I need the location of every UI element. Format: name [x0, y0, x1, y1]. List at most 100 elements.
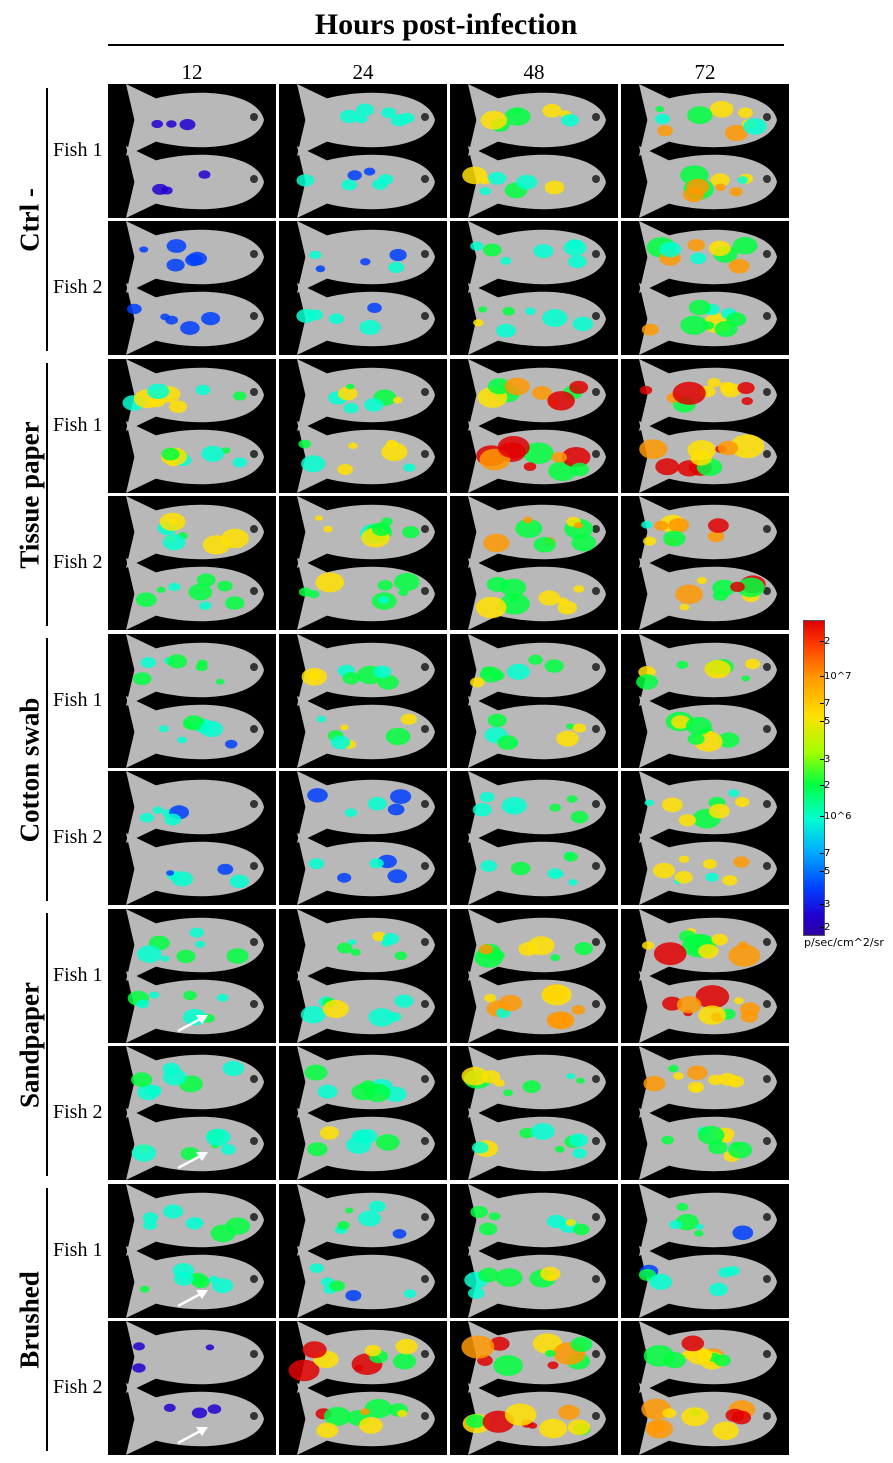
fish-silhouette: [639, 909, 777, 981]
luminescence-spot: [719, 381, 735, 393]
luminescence-spot: [364, 1083, 391, 1103]
fish-body: [126, 146, 264, 218]
fish-silhouette: [297, 84, 435, 156]
luminescence-spot: [572, 316, 594, 332]
luminescence-spot: [139, 1285, 150, 1293]
fish-eye: [592, 725, 600, 733]
fish-eye: [592, 1213, 600, 1221]
fish-eye: [421, 1213, 429, 1221]
image-panel: [621, 771, 789, 905]
fish-silhouette: [297, 1246, 435, 1318]
luminescence-spot: [472, 803, 492, 817]
luminescence-spot: [728, 1141, 753, 1159]
luminescence-spot: [288, 1359, 320, 1382]
luminescence-spot: [531, 1123, 555, 1140]
fish-eye: [763, 862, 771, 870]
luminescence-spot: [343, 403, 359, 414]
luminescence-spot: [191, 1407, 208, 1419]
fish-eye: [250, 663, 258, 671]
luminescence-spot: [133, 672, 152, 686]
luminescence-spot: [483, 533, 510, 553]
luminescence-spot: [565, 1219, 576, 1227]
fish-image: [297, 634, 435, 768]
fish-body: [297, 221, 435, 293]
luminescence-spot: [364, 1344, 382, 1357]
luminescence-spot: [677, 460, 701, 477]
luminescence-spot: [478, 306, 488, 313]
fish-eye: [250, 1412, 258, 1420]
luminescence-spot: [687, 1347, 712, 1365]
luminescence-spot: [518, 942, 538, 956]
luminescence-spot: [466, 1414, 486, 1428]
fish-image: [636, 634, 777, 768]
fish-silhouette: [462, 146, 606, 218]
fish-eye: [250, 1075, 258, 1083]
luminescence-spot: [710, 173, 730, 187]
luminescence-spot: [220, 1144, 236, 1155]
luminescence-spot: [330, 735, 351, 750]
fish-silhouette: [639, 496, 777, 568]
fish-silhouette: [126, 421, 264, 493]
fish-label: Fish 2: [53, 551, 103, 573]
luminescence-spot: [724, 124, 748, 142]
luminescence-spot: [161, 447, 180, 461]
fish-eye: [763, 312, 771, 320]
luminescence-spot: [479, 187, 491, 196]
group-bracket: [46, 88, 48, 351]
image-panel: [279, 1184, 447, 1318]
luminescence-spot: [195, 940, 206, 948]
luminescence-spot: [497, 735, 519, 750]
luminescence-spot: [169, 400, 188, 413]
luminescence-spot: [355, 103, 375, 117]
luminescence-spot: [394, 951, 407, 960]
luminescence-spot: [563, 851, 578, 862]
luminescence-spot: [500, 578, 527, 597]
luminescence-spot: [737, 941, 749, 950]
luminescence-spot: [385, 727, 411, 746]
fish-silhouette: [296, 146, 435, 218]
luminescence-spot: [322, 999, 349, 1019]
luminescence-spot: [730, 434, 765, 459]
luminescence-spot: [136, 999, 150, 1009]
luminescence-spot: [737, 577, 765, 598]
fish-silhouette: [636, 634, 777, 706]
fish-body: [126, 496, 264, 568]
luminescence-spot: [188, 583, 213, 601]
fish-silhouette: [468, 496, 606, 568]
luminescence-spot: [307, 590, 320, 599]
fish-body: [126, 634, 264, 706]
luminescence-spot: [516, 174, 538, 190]
luminescence-spot: [532, 386, 552, 400]
luminescence-spot: [135, 592, 157, 607]
group-label-text: Tissue paper: [14, 420, 45, 569]
fish-image: [126, 1321, 264, 1455]
luminescence-spot: [316, 715, 326, 723]
luminescence-spot: [523, 516, 533, 524]
image-panel: [450, 634, 618, 768]
luminescence-spot: [743, 118, 767, 135]
fish-body: [468, 634, 606, 706]
luminescence-spot: [339, 109, 359, 123]
fish-silhouette: [639, 359, 777, 431]
luminescence-spot: [702, 859, 718, 869]
luminescence-spot: [166, 239, 187, 253]
fish-image: [126, 496, 264, 630]
column-label-72: 72: [694, 60, 716, 84]
colorbar-tick: 5: [819, 716, 831, 727]
luminescence-spot: [199, 601, 212, 610]
fish-eye: [763, 388, 771, 396]
luminescence-spot: [545, 1349, 556, 1358]
luminescence-spot: [573, 522, 583, 529]
luminescence-spot: [649, 1273, 673, 1290]
luminescence-spot: [174, 1272, 194, 1286]
luminescence-spot: [725, 1408, 745, 1422]
luminescence-spot: [480, 860, 498, 872]
fish-body: [126, 833, 264, 905]
luminescence-spot: [641, 520, 653, 529]
fish-image: [468, 221, 606, 355]
luminescence-spot: [709, 101, 734, 118]
fish-image: [297, 909, 435, 1043]
luminescence-spot: [126, 303, 142, 315]
luminescence-spot: [402, 526, 420, 539]
luminescence-spot: [381, 107, 397, 119]
